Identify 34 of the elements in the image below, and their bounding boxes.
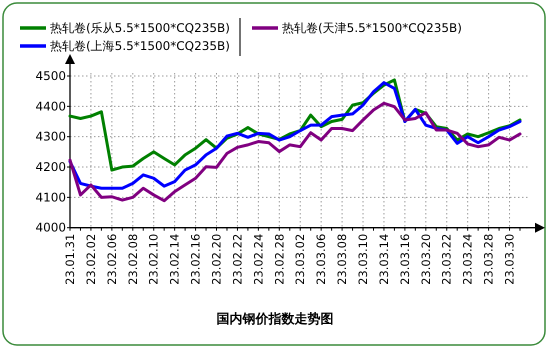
y-tick-label: 4500 bbox=[35, 69, 66, 83]
x-tick-label: 23.02.02 bbox=[84, 234, 98, 285]
x-tick-label: 23.03.24 bbox=[460, 234, 475, 285]
x-tick-label: 23.02.22 bbox=[230, 234, 244, 285]
y-tick-label: 4300 bbox=[35, 130, 66, 144]
x-tick-label: 23.03.08 bbox=[335, 234, 350, 285]
y-tick-label: 4400 bbox=[35, 99, 66, 114]
x-tick-label: 23.02.16 bbox=[188, 234, 203, 285]
x-tick-label: 23.03.16 bbox=[398, 234, 412, 285]
line-series bbox=[68, 102, 522, 202]
x-tick-label: 23.03.20 bbox=[418, 234, 433, 285]
x-tick-label: 23.03.22 bbox=[440, 234, 454, 285]
x-tick-label: 23.02.10 bbox=[146, 234, 161, 285]
text: 国内钢价指数走势图 bbox=[216, 311, 334, 327]
y-tick-label: 4000 bbox=[35, 220, 66, 235]
x-tick-label: 23.02.24 bbox=[251, 234, 266, 285]
x-tick-label: 23.02.08 bbox=[126, 234, 140, 285]
x-tick-label: 23.02.14 bbox=[168, 234, 182, 285]
y-tick-label: 4100 bbox=[35, 190, 66, 204]
x-tick-label: 23.03.02 bbox=[293, 234, 308, 285]
x-tick-label: 23.01.31 bbox=[63, 234, 77, 285]
legend-label: 热轧卷(乐从5.5*1500*CQ235B) bbox=[50, 21, 230, 35]
x-tick-label: 23.02.06 bbox=[104, 234, 119, 285]
x-tick-label: 23.02.28 bbox=[272, 234, 286, 285]
legend-label: 热轧卷(上海5.5*1500*CQ235B) bbox=[50, 39, 230, 53]
x-tick-label: 23.03.28 bbox=[482, 234, 496, 285]
line-series bbox=[68, 81, 522, 190]
legend-label: 热轧卷(天津5.5*1500*CQ235B) bbox=[282, 21, 462, 35]
x-tick-label: 23.03.30 bbox=[502, 234, 517, 285]
x-tick-label: 23.03.14 bbox=[376, 234, 391, 285]
x-tick-label: 23.03.10 bbox=[356, 234, 370, 285]
y-tick-label: 4200 bbox=[35, 160, 66, 174]
x-tick-label: 23.03.06 bbox=[314, 234, 328, 285]
x-tick-label: 23.02.20 bbox=[210, 234, 224, 285]
